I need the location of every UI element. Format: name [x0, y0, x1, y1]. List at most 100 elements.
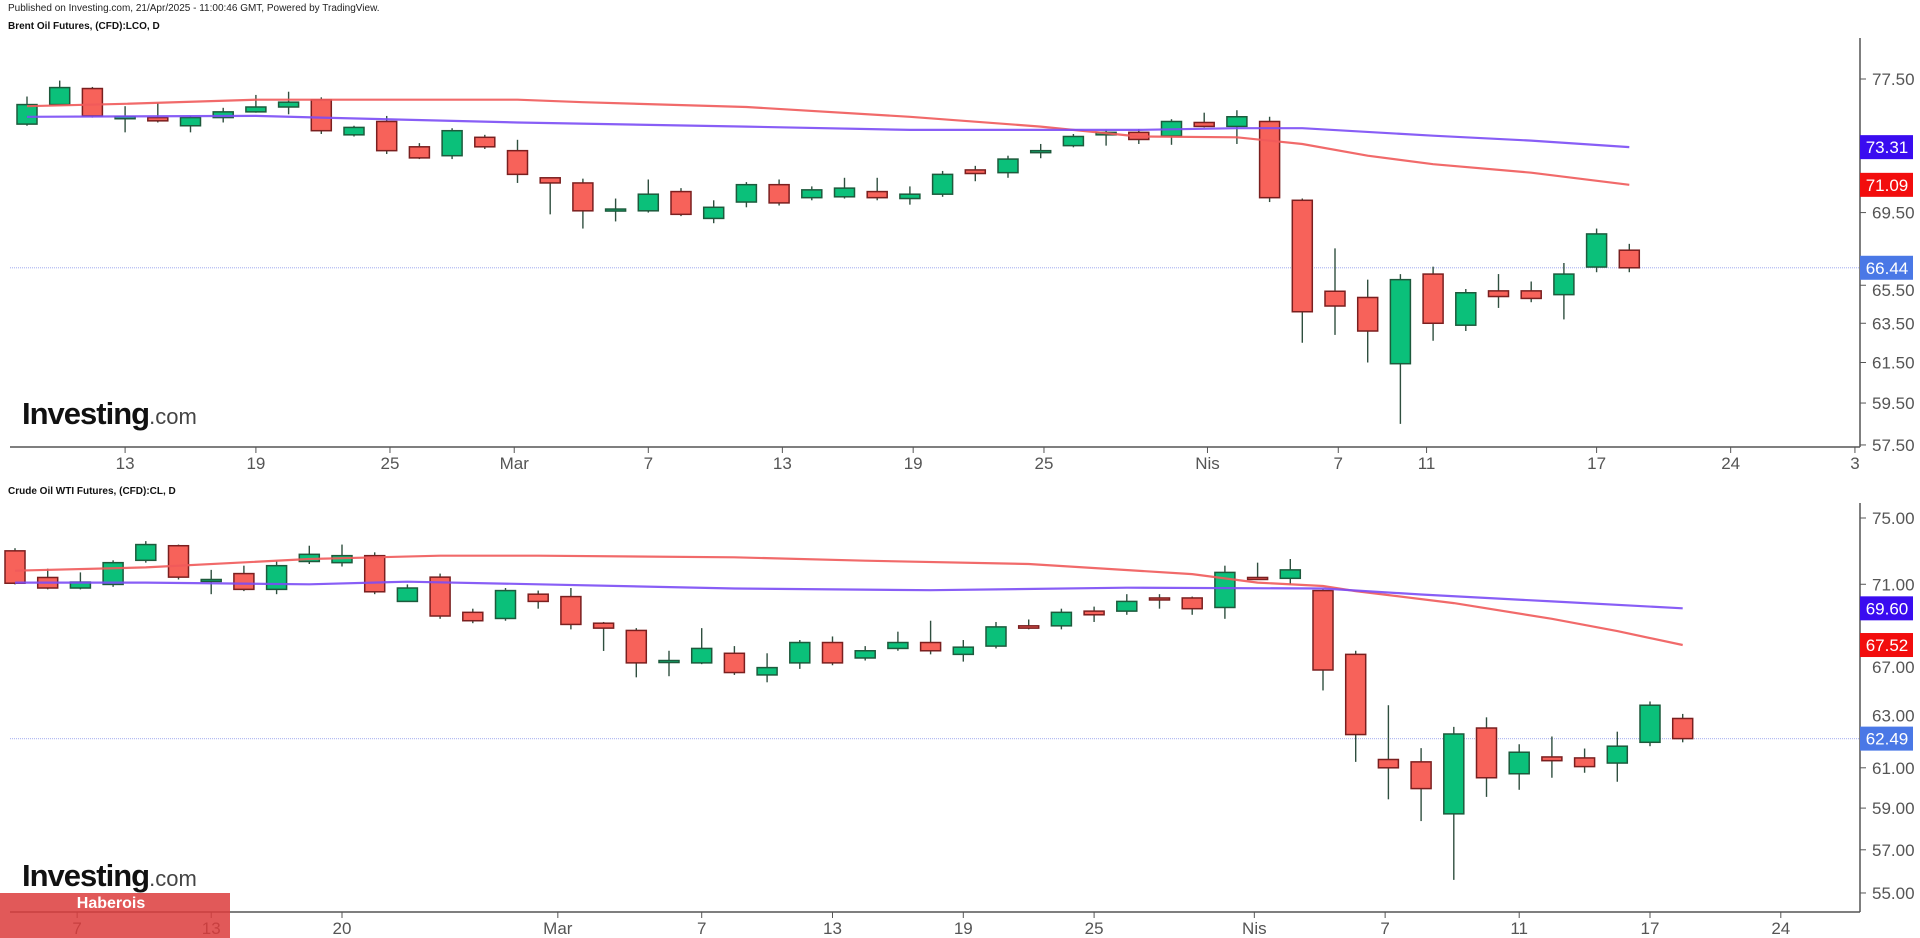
candle-body [539, 177, 561, 184]
candle-down [506, 139, 529, 183]
candle-down [1671, 713, 1694, 743]
candle-body [735, 183, 758, 203]
candle-body [1181, 597, 1203, 610]
candle-body [833, 187, 856, 198]
candle-up [245, 94, 267, 113]
candle-up [1606, 731, 1629, 782]
candle-body [1410, 761, 1432, 790]
candle-body [1226, 116, 1248, 128]
candle-down [429, 573, 451, 619]
candle-body [212, 111, 234, 119]
date-tick-label: 17 [1587, 454, 1606, 473]
candle-body [821, 641, 844, 664]
candle-up [343, 125, 365, 137]
candle-down [723, 646, 746, 675]
candle-down [233, 565, 255, 592]
candle-body [931, 173, 954, 195]
date-tick-label: 25 [1035, 454, 1054, 473]
candle-body [789, 641, 811, 664]
logo-suffix: .com [149, 404, 197, 429]
candle-down [4, 548, 26, 585]
candle-body [1443, 733, 1465, 815]
candle-down [539, 177, 561, 215]
candle-body [1639, 704, 1661, 744]
candle-up [1050, 608, 1073, 630]
candle-body [363, 554, 386, 593]
candle-up [441, 128, 463, 160]
candle-up [899, 186, 921, 205]
banner-text: Haberois [76, 895, 146, 912]
moving-average-red-line [26, 98, 1630, 186]
candle-body [1148, 597, 1171, 601]
price-tick-label: 57.50 [1872, 436, 1915, 455]
candle-down [866, 177, 888, 201]
candle-down [1520, 281, 1542, 303]
price-badge-label: 69.60 [1866, 599, 1909, 618]
candle-body [265, 564, 288, 591]
price-badge [1860, 172, 1913, 197]
date-tick-label: 7 [1334, 454, 1343, 473]
moving-average-purple-line [26, 114, 1630, 149]
candle-body [527, 593, 549, 603]
candle-body [1585, 233, 1608, 268]
price-tick-label: 77.50 [1872, 70, 1915, 89]
date-tick-label: 19 [904, 454, 923, 473]
brent-chart-title: Brent Oil Futures, (CFD):LCO, D [8, 21, 160, 32]
price-tick-label: 57.00 [1872, 841, 1915, 860]
candle-up [298, 545, 321, 565]
candle-body [1520, 290, 1542, 300]
price-tick-label: 65.50 [1872, 281, 1915, 300]
price-tick-label: 71.00 [1872, 575, 1915, 594]
candle-body [1279, 569, 1302, 580]
price-badge-label: 73.31 [1866, 138, 1909, 157]
price-tick-label: 67.00 [1872, 658, 1915, 677]
investing-logo: Investing.com [22, 858, 197, 894]
candle-body [572, 182, 594, 212]
candle-down [462, 608, 484, 624]
candle-body [985, 626, 1007, 647]
date-tick-label: Nis [1195, 454, 1220, 473]
wti-chart-title: Crude Oil WTI Futures, (CFD):CL, D [8, 486, 176, 497]
candle-up [1214, 565, 1236, 619]
candle-up [16, 96, 38, 126]
price-tick-label: 59.00 [1872, 799, 1915, 818]
candle-up [179, 115, 202, 133]
candle-up [114, 106, 136, 133]
candle-up [801, 186, 823, 201]
candle-down [592, 621, 615, 651]
candle-down [560, 588, 582, 630]
date-tick-label: 13 [116, 454, 135, 473]
candle-up [331, 544, 353, 567]
price-tick-label: 63.50 [1872, 314, 1915, 333]
candle-body [48, 86, 71, 106]
candle-down [408, 143, 431, 160]
date-tick-label: 25 [381, 454, 400, 473]
candle-body [167, 544, 190, 578]
candle-down [1541, 736, 1563, 778]
price-badge-label: 62.49 [1866, 730, 1909, 749]
candle-body [560, 595, 582, 626]
candle-down [310, 97, 333, 135]
price-tick-label: 61.00 [1872, 759, 1915, 778]
date-tick-label: 3 [1850, 454, 1859, 473]
candle-body [952, 646, 975, 656]
candle-body [592, 622, 615, 629]
candle-up [48, 80, 71, 106]
candle-body [1356, 296, 1379, 332]
candle-body [625, 629, 648, 664]
candle-body [1258, 120, 1281, 199]
candle-down [1324, 248, 1346, 335]
candle-down [1475, 717, 1498, 797]
candle-up [1553, 262, 1575, 320]
price-tick-label: 69.50 [1872, 204, 1915, 223]
candle-down [147, 102, 169, 123]
candle-body [637, 193, 660, 212]
candle-down [1356, 279, 1379, 363]
moving-average-red-line [14, 554, 1683, 647]
candle-body [1422, 273, 1444, 325]
candle-body [102, 561, 124, 586]
candle-up [756, 653, 778, 683]
date-tick-label: 20 [333, 919, 352, 938]
price-badge-label: 66.44 [1866, 259, 1909, 278]
candle-up [931, 170, 954, 197]
